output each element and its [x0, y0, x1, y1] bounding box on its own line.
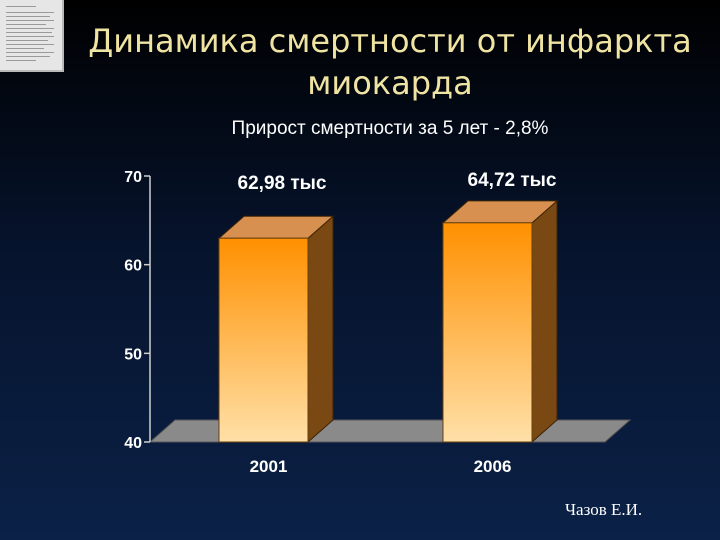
slide-title: Динамика смертности от инфаркта миокарда: [70, 20, 710, 104]
data-label: 64,72 тыс: [468, 170, 557, 191]
slide-title-line-2: миокарда: [307, 64, 473, 102]
author-credit: Чазов Е.И.: [565, 500, 643, 519]
data-label: 62,98 тыс: [238, 173, 327, 194]
bar: [442, 222, 533, 443]
slide-title-line-1: Динамика смертности от инфаркта: [88, 22, 692, 60]
x-category-label: 2001: [250, 457, 288, 476]
x-category-label: 2006: [474, 457, 512, 476]
y-tick-label: 60: [124, 258, 142, 275]
document-thumbnail: [0, 0, 64, 72]
bar-side: [531, 199, 558, 444]
chart-subtitle: Прирост смертности за 5 лет - 2,8%: [231, 118, 549, 139]
y-tick-label: 50: [124, 346, 142, 363]
bar: [218, 237, 309, 443]
bar-side: [307, 215, 334, 444]
y-tick-label: 70: [124, 169, 142, 186]
y-tick-label: 40: [124, 435, 142, 452]
